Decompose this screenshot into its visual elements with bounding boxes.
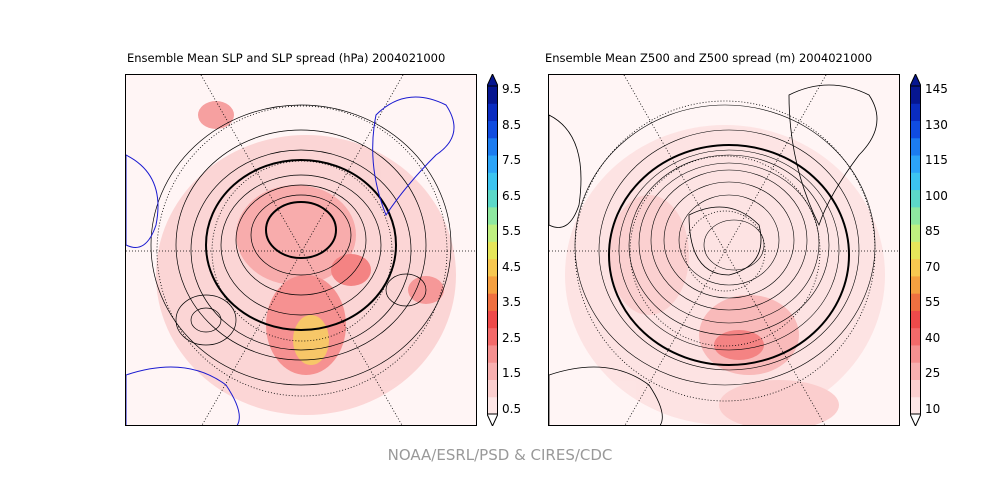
- colorbar-band: [487, 344, 498, 363]
- graticule: [126, 75, 476, 425]
- colorbar-tick-label: 85: [925, 224, 941, 239]
- colorbar-tick-label: 25: [925, 366, 941, 381]
- colorbar-band: [487, 86, 498, 104]
- colorbar-band: [910, 396, 921, 415]
- colorbar-band: [487, 310, 498, 329]
- colorbar-band: [487, 137, 498, 156]
- colorbar-min-arrow: [486, 413, 499, 428]
- colorbar-tick-label: 1.5: [502, 366, 522, 381]
- colorbar-band: [910, 120, 921, 139]
- colorbar-tick-label: 145: [925, 82, 948, 96]
- colorbar-min-arrow: [909, 413, 922, 428]
- colorbar-band: [910, 189, 921, 208]
- colorbar-band: [910, 362, 921, 380]
- colorbar-tick-label: 7.5: [502, 153, 522, 168]
- coastlines: [126, 96, 455, 425]
- colorbar-band: [487, 189, 498, 208]
- slp-map-title: Ensemble Mean SLP and SLP spread (hPa) 2…: [127, 51, 446, 65]
- colorbar-band: [487, 327, 498, 346]
- colorbar-band: [487, 293, 498, 311]
- colorbar-max-arrow: [486, 72, 499, 87]
- slp-colorbar: [486, 72, 499, 428]
- colorbar-tick-label: 8.5: [502, 117, 522, 132]
- colorbar-tick-label: 6.5: [502, 188, 522, 203]
- z500-map-title: Ensemble Mean Z500 and Z500 spread (m) 2…: [545, 51, 873, 65]
- colorbar-tick-label: 2.5: [502, 330, 522, 345]
- colorbar-band: [487, 224, 498, 242]
- colorbar-band: [910, 224, 921, 242]
- colorbar-band: [910, 275, 921, 294]
- colorbar-band: [487, 120, 498, 139]
- colorbar-band: [487, 241, 498, 260]
- z500-colorbar: [909, 72, 922, 428]
- colorbar-band: [910, 206, 921, 225]
- colorbar-tick-label: 100: [925, 188, 948, 203]
- colorbar-tick-label: 9.5: [502, 82, 522, 96]
- colorbar-max-arrow: [909, 72, 922, 87]
- colorbar-tick-label: 55: [925, 295, 941, 310]
- colorbar-band: [910, 379, 921, 398]
- colorbar-band: [910, 344, 921, 363]
- colorbar-tick-label: 5.5: [502, 224, 522, 239]
- z500-contours: [574, 104, 876, 386]
- slp-contours: [150, 104, 452, 386]
- colorbar-tick-label: 4.5: [502, 259, 522, 274]
- colorbar-band: [910, 155, 921, 173]
- colorbar-band: [487, 206, 498, 225]
- colorbar-band: [487, 362, 498, 380]
- colorbar-tick-label: 10: [925, 402, 941, 416]
- graticule: [549, 75, 899, 425]
- colorbar-band: [910, 172, 921, 191]
- colorbar-band: [910, 103, 921, 122]
- colorbar-band: [487, 396, 498, 415]
- colorbar-tick-label: 70: [925, 259, 941, 274]
- slp-map: [125, 74, 477, 426]
- colorbar-tick-label: 40: [925, 330, 941, 345]
- colorbar-band: [487, 155, 498, 173]
- coastlines: [549, 84, 878, 425]
- colorbar-band: [487, 258, 498, 277]
- colorbar-tick-label: 115: [925, 153, 948, 168]
- colorbar-band: [487, 275, 498, 294]
- colorbar-band: [910, 86, 921, 104]
- colorbar-band: [487, 103, 498, 122]
- colorbar-tick-label: 130: [925, 117, 948, 132]
- z500-map-plot: [549, 75, 899, 425]
- z500-map: [548, 74, 900, 426]
- slp-map-plot: [126, 75, 476, 425]
- colorbar-band: [910, 137, 921, 156]
- colorbar-band: [910, 293, 921, 311]
- colorbar-tick-label: 3.5: [502, 295, 522, 310]
- colorbar-band: [910, 327, 921, 346]
- colorbar-band: [910, 310, 921, 329]
- colorbar-band: [910, 258, 921, 277]
- colorbar-band: [487, 379, 498, 398]
- credit-text: NOAA/ESRL/PSD & CIRES/CDC: [387, 446, 613, 464]
- colorbar-band: [910, 241, 921, 260]
- colorbar-band: [487, 172, 498, 191]
- colorbar-tick-label: 0.5: [502, 402, 522, 416]
